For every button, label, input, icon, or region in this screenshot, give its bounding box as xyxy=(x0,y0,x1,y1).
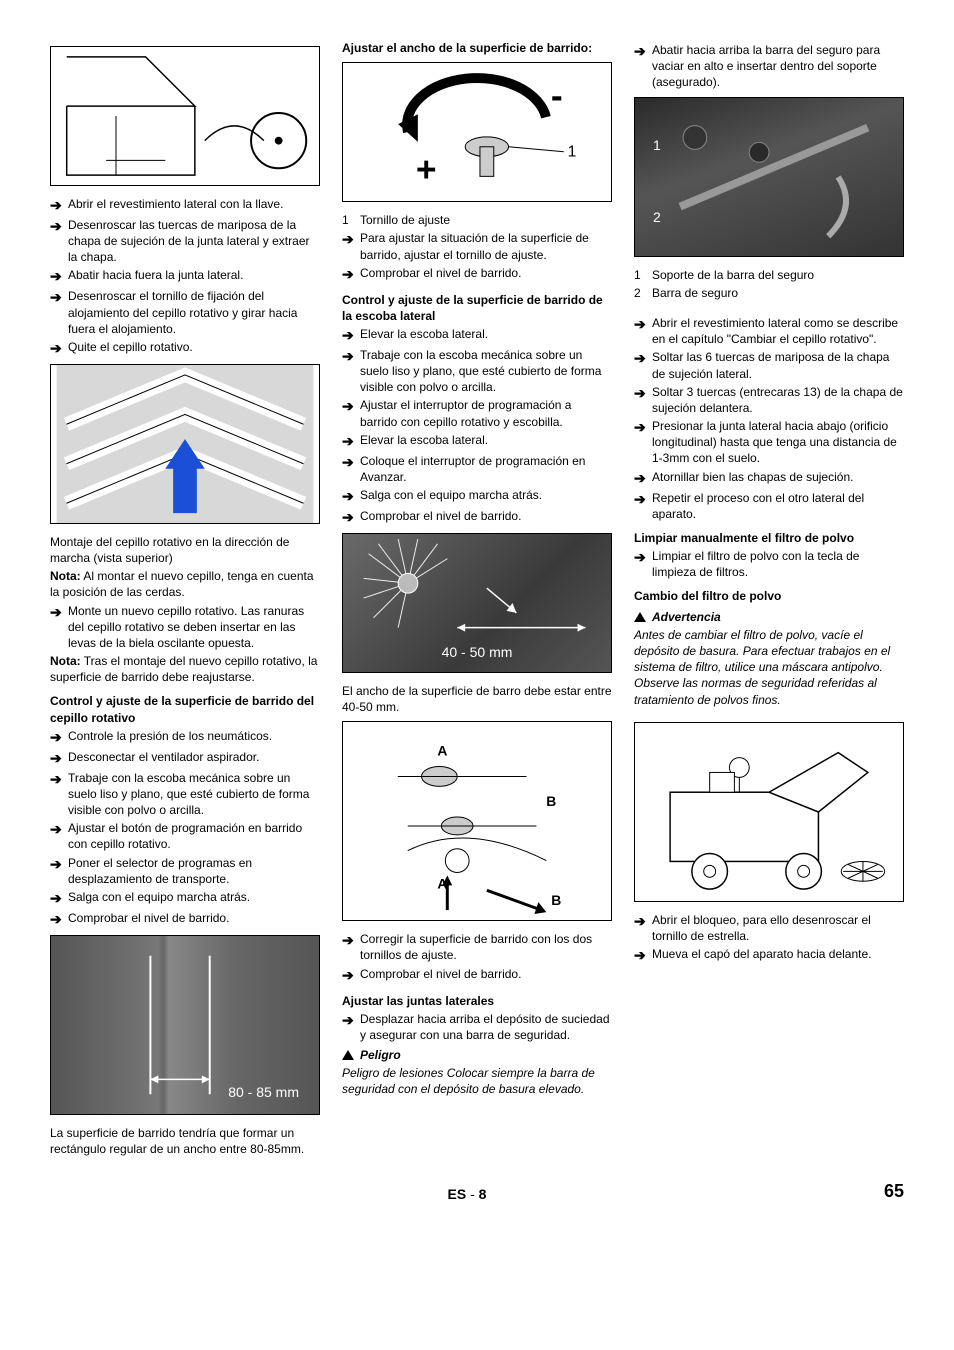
step-item: ➔Atornillar bien las chapas de sujeción. xyxy=(634,469,904,488)
caption: El ancho de la superficie de barro debe … xyxy=(342,683,612,715)
step-item: ➔Limpiar el filtro de polvo con la tecla… xyxy=(634,548,904,580)
step-item: ➔Soltar las 6 tuercas de mariposa de la … xyxy=(634,349,904,381)
warning-icon xyxy=(342,1050,354,1060)
figure-broom-width-photo: 40 - 50 mm xyxy=(342,533,612,673)
warning-text: Antes de cambiar el filtro de polvo, vac… xyxy=(634,627,904,708)
step-item: ➔Quite el cepillo rotativo. xyxy=(50,339,320,358)
legend-item: 2Barra de seguro xyxy=(634,285,904,301)
legend-item: 1Tornillo de ajuste xyxy=(342,212,612,228)
figure-sweep-width-photo: 80 - 85 mm xyxy=(50,935,320,1115)
callout-number: 2 xyxy=(653,208,661,227)
step-item: ➔Abrir el bloqueo, para ello desenroscar… xyxy=(634,912,904,944)
step-item: ➔Trabaje con la escoba mecánica sobre un… xyxy=(342,347,612,396)
note: Nota: Al montar el nuevo cepillo, tenga … xyxy=(50,568,320,600)
callout-number: 1 xyxy=(568,144,577,161)
warning-text: Peligro de lesiones Colocar siempre la b… xyxy=(342,1065,612,1097)
step-item: ➔Presionar la junta lateral hacia abajo … xyxy=(634,418,904,467)
page-footer: ES - 8 65 xyxy=(50,1179,904,1203)
column-1: ➔Abrir el revestimiento lateral con la l… xyxy=(50,40,320,1159)
measurement-label: 40 - 50 mm xyxy=(442,643,513,662)
step-item: ➔Comprobar el nivel de barrido. xyxy=(342,966,612,985)
step-item: ➔Salga con el equipo marcha atrás. xyxy=(50,889,320,908)
subheading: Ajustar las juntas laterales xyxy=(342,993,612,1009)
subheading: Limpiar manualmente el filtro de polvo xyxy=(634,530,904,546)
caption: La superficie de barrido tendría que for… xyxy=(50,1125,320,1157)
warning-heading: Advertencia xyxy=(634,609,904,625)
subheading: Control y ajuste de la superficie de bar… xyxy=(342,292,612,324)
step-item: ➔Desenroscar el tornillo de fijación del… xyxy=(50,288,320,337)
figure-side-panel xyxy=(50,46,320,186)
step-item: ➔Elevar la escoba lateral. xyxy=(342,432,612,451)
figure-adjust-ab: A B A B xyxy=(342,721,612,921)
svg-text:A: A xyxy=(437,743,447,759)
step-item: ➔Mueva el capó del aparato hacia delante… xyxy=(634,946,904,965)
warning-heading: Peligro xyxy=(342,1047,612,1063)
step-item: ➔Salga con el equipo marcha atrás. xyxy=(342,487,612,506)
step-item: ➔Elevar la escoba lateral. xyxy=(342,326,612,345)
column-3: ➔Abatir hacia arriba la barra del seguro… xyxy=(634,40,904,1159)
callout-number: 1 xyxy=(653,136,661,155)
step-item: ➔Desenroscar las tuercas de mariposa de … xyxy=(50,217,320,266)
svg-text:+: + xyxy=(416,149,437,189)
measurement-label: 80 - 85 mm xyxy=(228,1083,299,1102)
step-item: ➔Soltar 3 tuercas (entrecaras 13) de la … xyxy=(634,384,904,416)
step-item: ➔Corregir la superficie de barrido con l… xyxy=(342,931,612,963)
step-item: ➔Para ajustar la situación de la superfi… xyxy=(342,230,612,262)
step-item: ➔Trabaje con la escoba mecánica sobre un… xyxy=(50,770,320,819)
step-item: ➔Poner el selector de programas en despl… xyxy=(50,855,320,887)
step-item: ➔Abatir hacia fuera la junta lateral. xyxy=(50,267,320,286)
step-item: ➔Ajustar el botón de programación en bar… xyxy=(50,820,320,852)
figure-sweeper-machine xyxy=(634,722,904,902)
step-item: ➔Abatir hacia arriba la barra del seguro… xyxy=(634,42,904,91)
note: Nota: Tras el montaje del nuevo cepillo … xyxy=(50,653,320,685)
step-item: ➔Desplazar hacia arriba el depósito de s… xyxy=(342,1011,612,1043)
step-item: ➔Ajustar el interruptor de programación … xyxy=(342,397,612,429)
subheading: Ajustar el ancho de la superficie de bar… xyxy=(342,40,612,56)
svg-text:B: B xyxy=(551,892,561,908)
column-2: Ajustar el ancho de la superficie de bar… xyxy=(342,40,612,1159)
figure-safety-bar-photo: 1 2 xyxy=(634,97,904,257)
step-item: ➔Comprobar el nivel de barrido. xyxy=(342,508,612,527)
step-item: ➔Abrir el revestimiento lateral como se … xyxy=(634,315,904,347)
page-number: 65 xyxy=(884,1179,904,1203)
step-item: ➔Repetir el proceso con el otro lateral … xyxy=(634,490,904,522)
caption: Montaje del cepillo rotativo en la direc… xyxy=(50,534,320,566)
step-item: ➔Comprobar el nivel de barrido. xyxy=(342,265,612,284)
subheading: Control y ajuste de la superficie de bar… xyxy=(50,693,320,725)
svg-text:-: - xyxy=(551,76,563,116)
step-item: ➔Desconectar el ventilador aspirador. xyxy=(50,749,320,768)
step-item: ➔Coloque el interruptor de programación … xyxy=(342,453,612,485)
step-item: ➔Controle la presión de los neumáticos. xyxy=(50,728,320,747)
step-item: ➔Abrir el revestimiento lateral con la l… xyxy=(50,196,320,215)
figure-adjust-screw: - + 1 xyxy=(342,62,612,202)
warning-icon xyxy=(634,612,646,622)
figure-chevron xyxy=(50,364,320,524)
step-item: ➔Comprobar el nivel de barrido. xyxy=(50,910,320,929)
step-item: ➔Monte un nuevo cepillo rotativo. Las ra… xyxy=(50,603,320,652)
svg-text:B: B xyxy=(546,793,556,809)
legend-item: 1Soporte de la barra del seguro xyxy=(634,267,904,283)
subheading: Cambio del filtro de polvo xyxy=(634,588,904,604)
